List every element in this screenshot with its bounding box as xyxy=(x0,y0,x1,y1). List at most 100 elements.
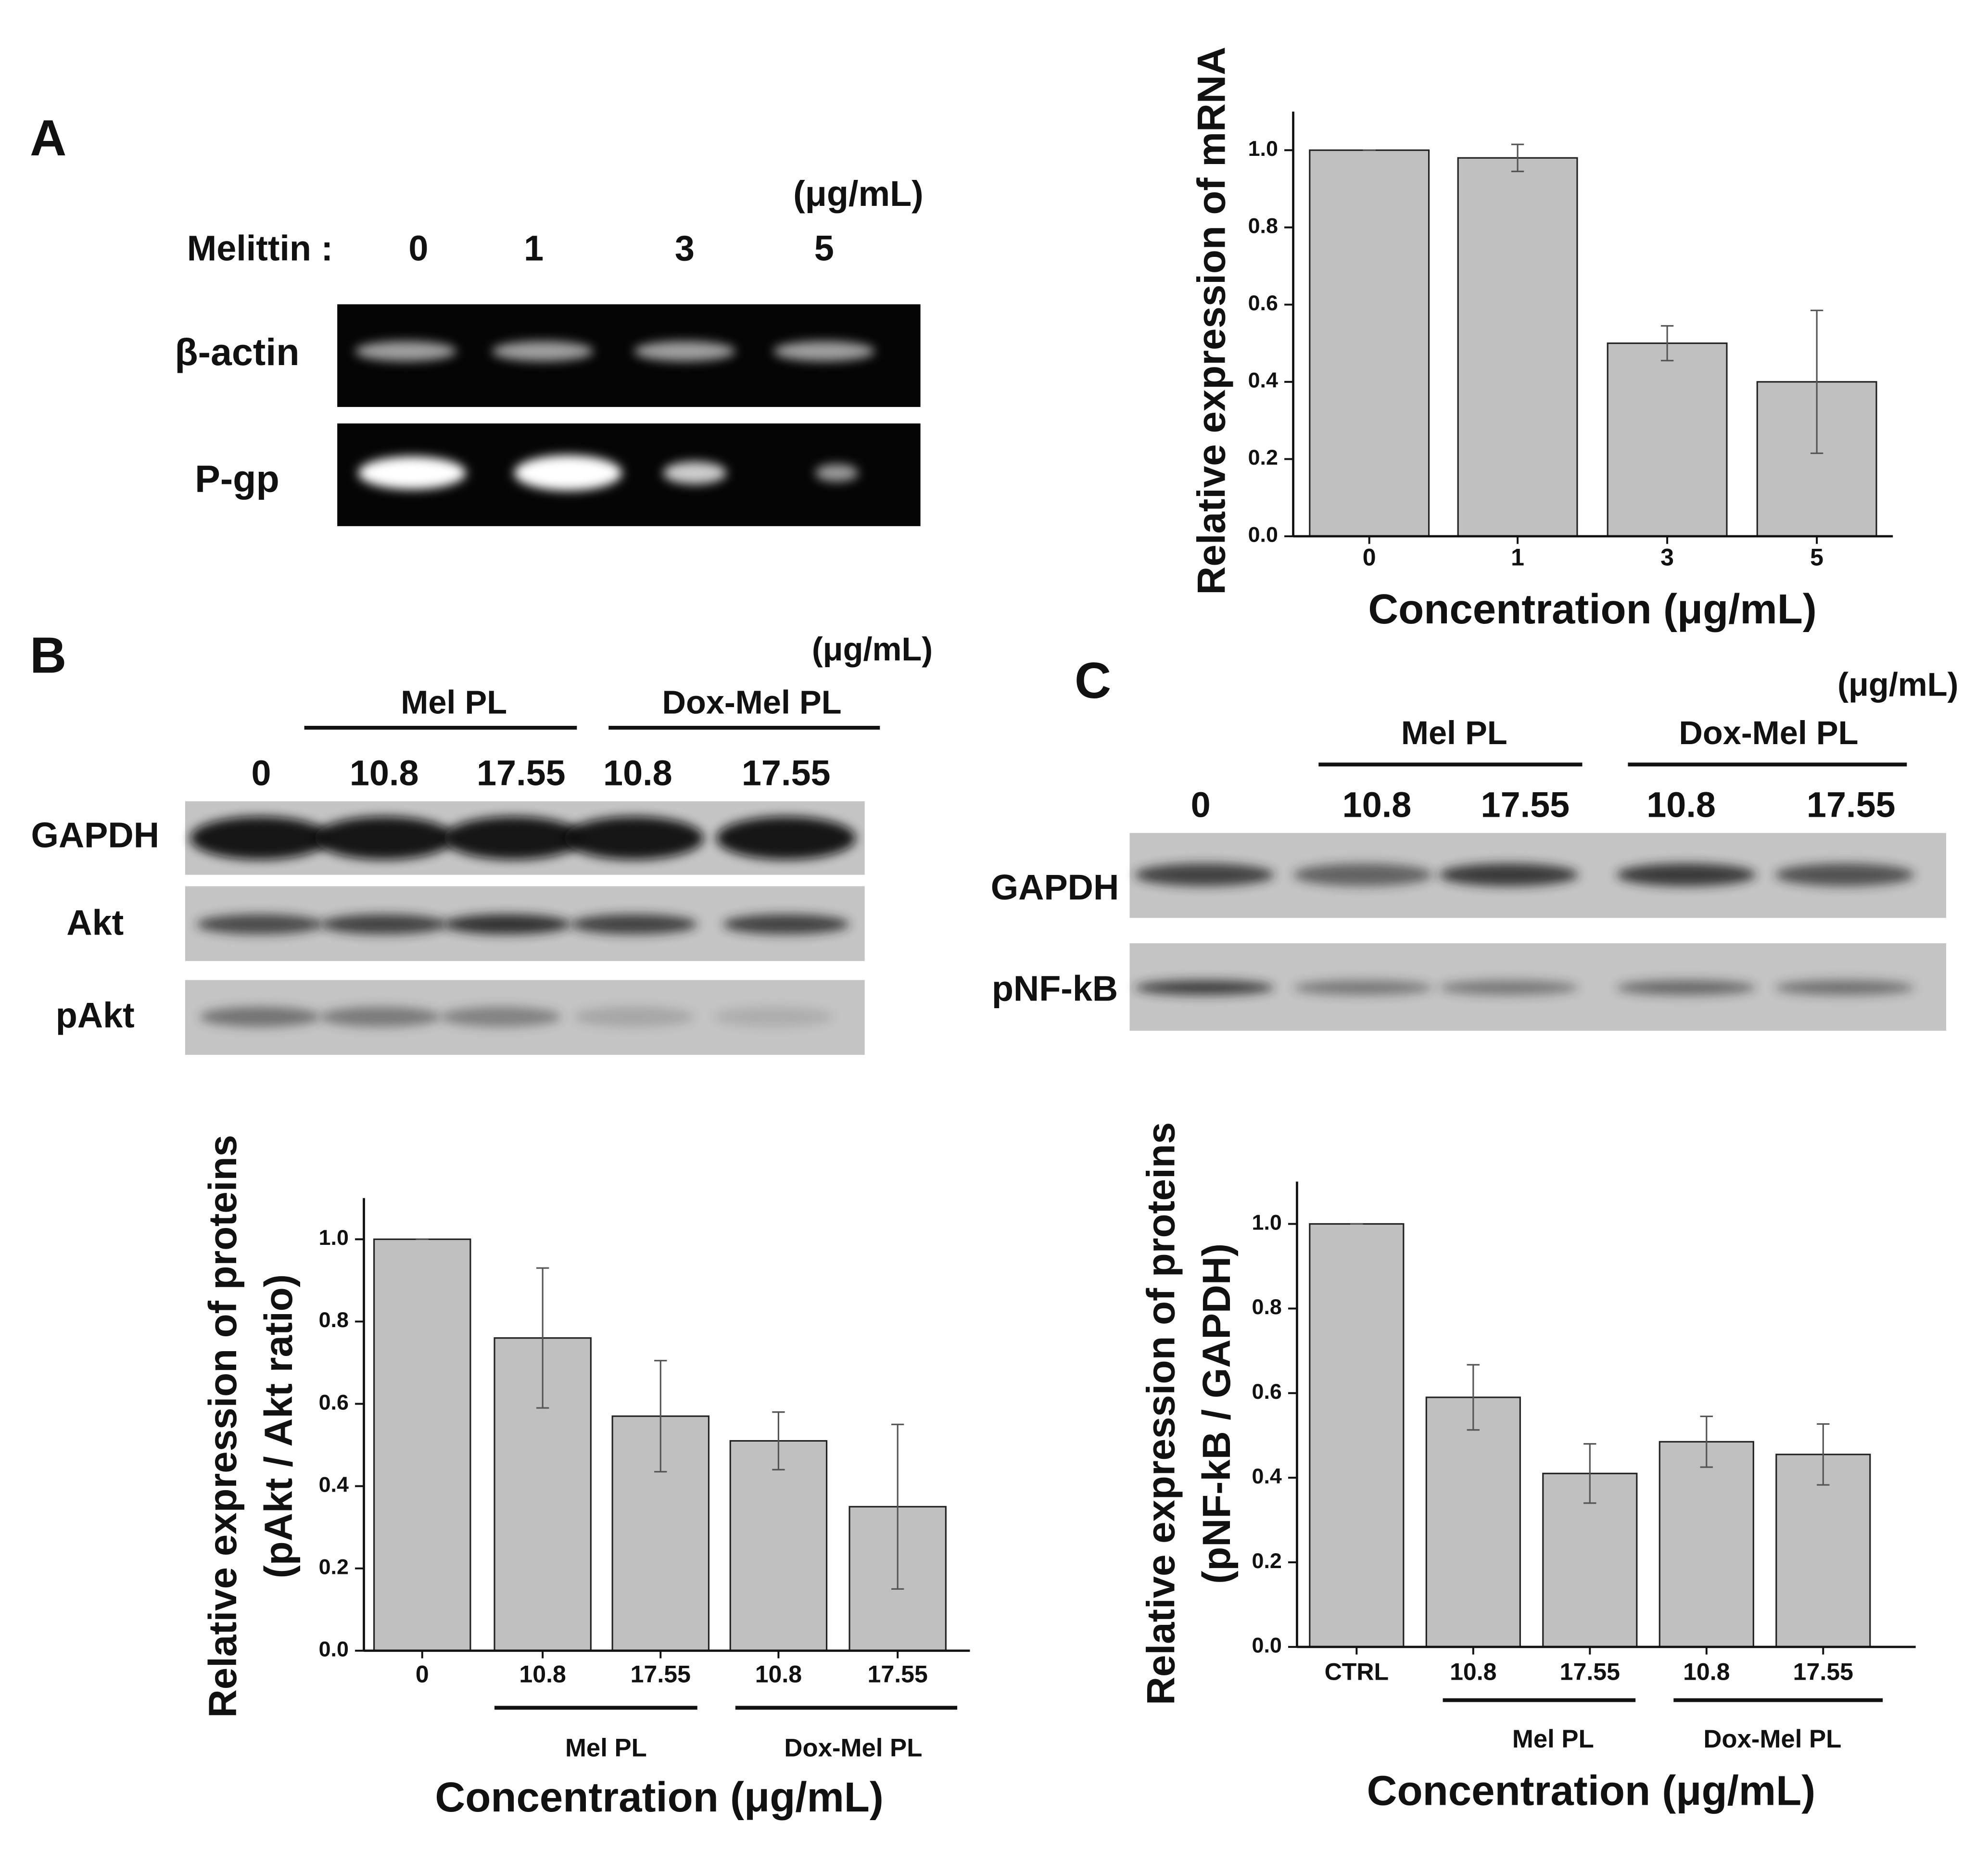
band xyxy=(190,816,330,860)
y-axis-title: (pAkt / Akt ratio) xyxy=(257,1274,301,1578)
group-label: Mel PL xyxy=(565,1734,647,1762)
x-tick-label: 10.8 xyxy=(755,1661,802,1688)
error-bar xyxy=(1810,309,1823,454)
x-tick-label: 10.8 xyxy=(1450,1658,1496,1685)
band xyxy=(1775,980,1915,996)
x-tick-label: 17.55 xyxy=(868,1661,928,1688)
band xyxy=(564,816,704,860)
y-tick-label: 0.8 xyxy=(1252,1295,1282,1319)
error-bar xyxy=(1467,1364,1480,1431)
band xyxy=(722,914,850,935)
y-tick-label: 0.6 xyxy=(319,1390,349,1414)
lane-label: 0 xyxy=(1191,785,1211,824)
error-bar xyxy=(536,1267,549,1409)
group-label: Dox-Mel PL xyxy=(662,684,842,721)
band xyxy=(570,914,697,935)
band xyxy=(492,341,594,362)
band xyxy=(358,456,466,490)
panel-label: C xyxy=(1075,653,1111,709)
band xyxy=(1293,863,1433,887)
band xyxy=(633,341,735,362)
band xyxy=(440,1006,561,1027)
band xyxy=(1135,980,1275,996)
lane-label: 17.55 xyxy=(1481,785,1570,824)
error-bar xyxy=(1660,325,1674,362)
error-bar xyxy=(654,1360,667,1473)
band xyxy=(1616,980,1756,996)
y-tick-label: 1.0 xyxy=(1248,137,1278,161)
x-tick-label: 10.8 xyxy=(1683,1658,1730,1685)
y-tick-label: 1.0 xyxy=(1252,1210,1282,1234)
treatment-label: Melittin : xyxy=(187,228,333,268)
lane-label: 10.8 xyxy=(1646,785,1716,824)
bar xyxy=(1309,149,1430,537)
panel-label: B xyxy=(30,627,66,684)
row-label: GAPDH xyxy=(991,867,1119,907)
error-bar xyxy=(1583,1443,1596,1504)
band xyxy=(314,816,454,860)
row-label: Akt xyxy=(66,903,124,943)
band xyxy=(200,1006,320,1027)
y-tick-label: 0.4 xyxy=(1252,1464,1282,1488)
y-axis-title: Relative expression of proteins xyxy=(201,1135,245,1718)
band xyxy=(1135,863,1275,887)
band xyxy=(514,455,622,491)
row-label: β-actin xyxy=(175,330,299,373)
y-axis-title: (pNF-kB / GAPDH) xyxy=(1195,1243,1239,1584)
unit-label: (μg/mL) xyxy=(1837,666,1958,703)
y-tick-label: 0.8 xyxy=(1248,214,1278,238)
group-label: Mel PL xyxy=(1401,714,1507,751)
band xyxy=(815,464,859,482)
bar xyxy=(1659,1441,1754,1648)
band xyxy=(443,914,571,935)
bar xyxy=(373,1238,471,1652)
y-axis-title: Relative expression of mRNA xyxy=(1190,47,1234,595)
x-tick-label: 17.55 xyxy=(1560,1658,1620,1685)
y-tick-label: 0.2 xyxy=(1248,445,1278,469)
x-tick-label: 3 xyxy=(1660,544,1674,571)
y-tick-label: 0.4 xyxy=(1248,368,1278,393)
group-label: Mel PL xyxy=(1512,1725,1594,1753)
lane-label: 5 xyxy=(814,228,834,268)
y-tick-label: 0.8 xyxy=(319,1308,349,1332)
panel-label: A xyxy=(30,110,66,166)
bar xyxy=(1457,157,1578,537)
lane-label: 3 xyxy=(675,228,695,268)
lane-label: 0 xyxy=(252,753,271,793)
x-tick-label: 10.8 xyxy=(519,1661,566,1688)
band xyxy=(1775,863,1915,887)
band xyxy=(1439,863,1579,887)
y-tick-label: 0.6 xyxy=(1252,1380,1282,1404)
lane-label: 17.55 xyxy=(477,753,566,793)
bar xyxy=(1607,342,1728,537)
lane-label: 10.8 xyxy=(603,753,672,793)
lane-label: 10.8 xyxy=(350,753,419,793)
x-tick-label: 0 xyxy=(1363,544,1376,571)
band xyxy=(1616,863,1756,887)
group-label: Dox-Mel PL xyxy=(784,1734,922,1762)
row-label: GAPDH xyxy=(31,815,159,855)
band xyxy=(573,1006,695,1027)
bar xyxy=(611,1415,710,1652)
x-axis-title: Concentration (μg/mL) xyxy=(1368,586,1817,633)
lane-label: 17.55 xyxy=(1807,785,1896,824)
x-axis-title: Concentration (μg/mL) xyxy=(1367,1768,1816,1814)
group-label: Dox-Mel PL xyxy=(1679,714,1858,751)
y-tick-label: 0.4 xyxy=(319,1472,349,1496)
error-bar xyxy=(772,1411,785,1470)
band xyxy=(320,1006,441,1027)
band xyxy=(443,816,583,860)
row-label: pAkt xyxy=(56,995,135,1035)
band xyxy=(773,341,875,362)
x-tick-label: 5 xyxy=(1810,544,1823,571)
lane-label: 17.55 xyxy=(742,753,831,793)
y-tick-label: 0.2 xyxy=(319,1555,349,1579)
x-tick-label: CTRL xyxy=(1325,1658,1389,1685)
y-tick-label: 0.0 xyxy=(1248,523,1278,547)
row-label: P-gp xyxy=(195,457,279,500)
band xyxy=(663,461,727,484)
band xyxy=(1293,980,1433,996)
lane-label: 10.8 xyxy=(1342,785,1412,824)
error-bar xyxy=(1817,1423,1830,1486)
row-label: pNF-kB xyxy=(992,969,1118,1009)
